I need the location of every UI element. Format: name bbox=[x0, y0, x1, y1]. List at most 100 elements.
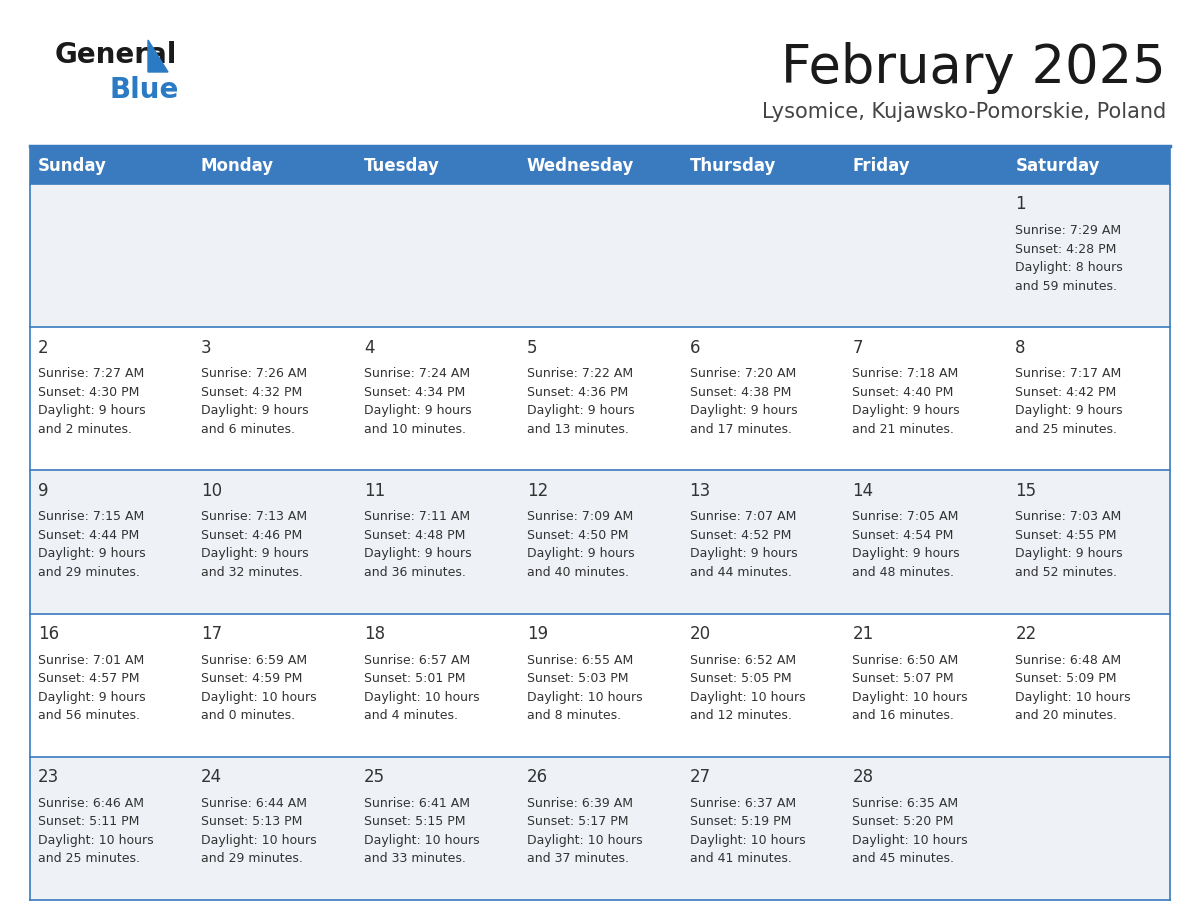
Bar bbox=[519, 756, 682, 900]
Text: 9: 9 bbox=[38, 482, 49, 500]
Text: Sunrise: 7:20 AM
Sunset: 4:38 PM
Daylight: 9 hours
and 17 minutes.: Sunrise: 7:20 AM Sunset: 4:38 PM Dayligh… bbox=[689, 367, 797, 436]
Text: Tuesday: Tuesday bbox=[364, 157, 440, 175]
Text: 1: 1 bbox=[1016, 196, 1026, 214]
Text: Sunrise: 6:37 AM
Sunset: 5:19 PM
Daylight: 10 hours
and 41 minutes.: Sunrise: 6:37 AM Sunset: 5:19 PM Dayligh… bbox=[689, 797, 805, 866]
Bar bbox=[30, 184, 192, 327]
Text: 5: 5 bbox=[526, 339, 537, 357]
Polygon shape bbox=[148, 40, 168, 72]
Bar bbox=[1007, 184, 1170, 327]
Bar bbox=[682, 470, 845, 613]
Text: 13: 13 bbox=[689, 482, 710, 500]
Text: 21: 21 bbox=[853, 625, 873, 643]
Text: 23: 23 bbox=[38, 768, 59, 786]
Bar bbox=[682, 613, 845, 756]
Bar bbox=[355, 613, 519, 756]
Text: Thursday: Thursday bbox=[689, 157, 776, 175]
Text: Sunrise: 6:52 AM
Sunset: 5:05 PM
Daylight: 10 hours
and 12 minutes.: Sunrise: 6:52 AM Sunset: 5:05 PM Dayligh… bbox=[689, 654, 805, 722]
Text: 20: 20 bbox=[689, 625, 710, 643]
Text: 22: 22 bbox=[1016, 625, 1037, 643]
Text: 16: 16 bbox=[38, 625, 59, 643]
Bar bbox=[30, 756, 192, 900]
Text: 12: 12 bbox=[526, 482, 548, 500]
Bar bbox=[355, 148, 519, 184]
Text: 18: 18 bbox=[364, 625, 385, 643]
Bar bbox=[682, 756, 845, 900]
Text: 26: 26 bbox=[526, 768, 548, 786]
Text: Sunrise: 6:57 AM
Sunset: 5:01 PM
Daylight: 10 hours
and 4 minutes.: Sunrise: 6:57 AM Sunset: 5:01 PM Dayligh… bbox=[364, 654, 480, 722]
Bar bbox=[1007, 613, 1170, 756]
Text: Sunrise: 7:05 AM
Sunset: 4:54 PM
Daylight: 9 hours
and 48 minutes.: Sunrise: 7:05 AM Sunset: 4:54 PM Dayligh… bbox=[853, 510, 960, 579]
Text: 4: 4 bbox=[364, 339, 374, 357]
Text: Sunrise: 7:24 AM
Sunset: 4:34 PM
Daylight: 9 hours
and 10 minutes.: Sunrise: 7:24 AM Sunset: 4:34 PM Dayligh… bbox=[364, 367, 472, 436]
Text: Sunrise: 6:46 AM
Sunset: 5:11 PM
Daylight: 10 hours
and 25 minutes.: Sunrise: 6:46 AM Sunset: 5:11 PM Dayligh… bbox=[38, 797, 153, 866]
Bar bbox=[1007, 470, 1170, 613]
Bar bbox=[682, 327, 845, 470]
Text: 2: 2 bbox=[38, 339, 49, 357]
Text: 19: 19 bbox=[526, 625, 548, 643]
Text: Sunday: Sunday bbox=[38, 157, 107, 175]
Text: 27: 27 bbox=[689, 768, 710, 786]
Bar bbox=[519, 148, 682, 184]
Bar bbox=[355, 470, 519, 613]
Bar bbox=[682, 148, 845, 184]
Text: Sunrise: 7:01 AM
Sunset: 4:57 PM
Daylight: 9 hours
and 56 minutes.: Sunrise: 7:01 AM Sunset: 4:57 PM Dayligh… bbox=[38, 654, 146, 722]
Bar bbox=[192, 148, 355, 184]
Text: Sunrise: 7:11 AM
Sunset: 4:48 PM
Daylight: 9 hours
and 36 minutes.: Sunrise: 7:11 AM Sunset: 4:48 PM Dayligh… bbox=[364, 510, 472, 579]
Bar bbox=[682, 184, 845, 327]
Text: Sunrise: 6:35 AM
Sunset: 5:20 PM
Daylight: 10 hours
and 45 minutes.: Sunrise: 6:35 AM Sunset: 5:20 PM Dayligh… bbox=[853, 797, 968, 866]
Bar bbox=[519, 184, 682, 327]
Bar bbox=[845, 327, 1007, 470]
Text: Sunrise: 7:07 AM
Sunset: 4:52 PM
Daylight: 9 hours
and 44 minutes.: Sunrise: 7:07 AM Sunset: 4:52 PM Dayligh… bbox=[689, 510, 797, 579]
Text: Sunrise: 6:44 AM
Sunset: 5:13 PM
Daylight: 10 hours
and 29 minutes.: Sunrise: 6:44 AM Sunset: 5:13 PM Dayligh… bbox=[201, 797, 317, 866]
Text: 17: 17 bbox=[201, 625, 222, 643]
Text: Sunrise: 7:27 AM
Sunset: 4:30 PM
Daylight: 9 hours
and 2 minutes.: Sunrise: 7:27 AM Sunset: 4:30 PM Dayligh… bbox=[38, 367, 146, 436]
Bar bbox=[192, 184, 355, 327]
Bar bbox=[192, 470, 355, 613]
Text: 11: 11 bbox=[364, 482, 385, 500]
Bar bbox=[355, 184, 519, 327]
Text: Sunrise: 6:48 AM
Sunset: 5:09 PM
Daylight: 10 hours
and 20 minutes.: Sunrise: 6:48 AM Sunset: 5:09 PM Dayligh… bbox=[1016, 654, 1131, 722]
Text: 10: 10 bbox=[201, 482, 222, 500]
Bar bbox=[192, 327, 355, 470]
Text: 15: 15 bbox=[1016, 482, 1036, 500]
Bar bbox=[30, 327, 192, 470]
Bar bbox=[30, 148, 192, 184]
Text: Sunrise: 7:18 AM
Sunset: 4:40 PM
Daylight: 9 hours
and 21 minutes.: Sunrise: 7:18 AM Sunset: 4:40 PM Dayligh… bbox=[853, 367, 960, 436]
Bar bbox=[845, 613, 1007, 756]
Text: General: General bbox=[55, 41, 177, 69]
Bar bbox=[1007, 327, 1170, 470]
Text: Lysomice, Kujawsko-Pomorskie, Poland: Lysomice, Kujawsko-Pomorskie, Poland bbox=[762, 102, 1165, 122]
Bar bbox=[355, 756, 519, 900]
Text: February 2025: February 2025 bbox=[782, 42, 1165, 94]
Bar bbox=[519, 327, 682, 470]
Bar bbox=[355, 327, 519, 470]
Text: Sunrise: 6:39 AM
Sunset: 5:17 PM
Daylight: 10 hours
and 37 minutes.: Sunrise: 6:39 AM Sunset: 5:17 PM Dayligh… bbox=[526, 797, 643, 866]
Text: 28: 28 bbox=[853, 768, 873, 786]
Bar bbox=[845, 184, 1007, 327]
Bar bbox=[192, 613, 355, 756]
Text: Monday: Monday bbox=[201, 157, 274, 175]
Text: Wednesday: Wednesday bbox=[526, 157, 634, 175]
Bar bbox=[845, 756, 1007, 900]
Text: 25: 25 bbox=[364, 768, 385, 786]
Text: 6: 6 bbox=[689, 339, 700, 357]
Bar bbox=[30, 613, 192, 756]
Bar bbox=[30, 470, 192, 613]
Text: Friday: Friday bbox=[853, 157, 910, 175]
Text: Sunrise: 6:50 AM
Sunset: 5:07 PM
Daylight: 10 hours
and 16 minutes.: Sunrise: 6:50 AM Sunset: 5:07 PM Dayligh… bbox=[853, 654, 968, 722]
Bar bbox=[519, 470, 682, 613]
Text: 24: 24 bbox=[201, 768, 222, 786]
Text: Sunrise: 7:15 AM
Sunset: 4:44 PM
Daylight: 9 hours
and 29 minutes.: Sunrise: 7:15 AM Sunset: 4:44 PM Dayligh… bbox=[38, 510, 146, 579]
Bar bbox=[519, 613, 682, 756]
Bar bbox=[1007, 756, 1170, 900]
Text: 7: 7 bbox=[853, 339, 862, 357]
Text: Sunrise: 7:03 AM
Sunset: 4:55 PM
Daylight: 9 hours
and 52 minutes.: Sunrise: 7:03 AM Sunset: 4:55 PM Dayligh… bbox=[1016, 510, 1123, 579]
Text: Sunrise: 7:22 AM
Sunset: 4:36 PM
Daylight: 9 hours
and 13 minutes.: Sunrise: 7:22 AM Sunset: 4:36 PM Dayligh… bbox=[526, 367, 634, 436]
Text: 8: 8 bbox=[1016, 339, 1025, 357]
Text: Sunrise: 7:26 AM
Sunset: 4:32 PM
Daylight: 9 hours
and 6 minutes.: Sunrise: 7:26 AM Sunset: 4:32 PM Dayligh… bbox=[201, 367, 309, 436]
Text: Sunrise: 6:55 AM
Sunset: 5:03 PM
Daylight: 10 hours
and 8 minutes.: Sunrise: 6:55 AM Sunset: 5:03 PM Dayligh… bbox=[526, 654, 643, 722]
Text: Sunrise: 6:41 AM
Sunset: 5:15 PM
Daylight: 10 hours
and 33 minutes.: Sunrise: 6:41 AM Sunset: 5:15 PM Dayligh… bbox=[364, 797, 480, 866]
Text: Sunrise: 7:29 AM
Sunset: 4:28 PM
Daylight: 8 hours
and 59 minutes.: Sunrise: 7:29 AM Sunset: 4:28 PM Dayligh… bbox=[1016, 224, 1123, 293]
Text: Sunrise: 7:09 AM
Sunset: 4:50 PM
Daylight: 9 hours
and 40 minutes.: Sunrise: 7:09 AM Sunset: 4:50 PM Dayligh… bbox=[526, 510, 634, 579]
Text: Blue: Blue bbox=[110, 76, 179, 104]
